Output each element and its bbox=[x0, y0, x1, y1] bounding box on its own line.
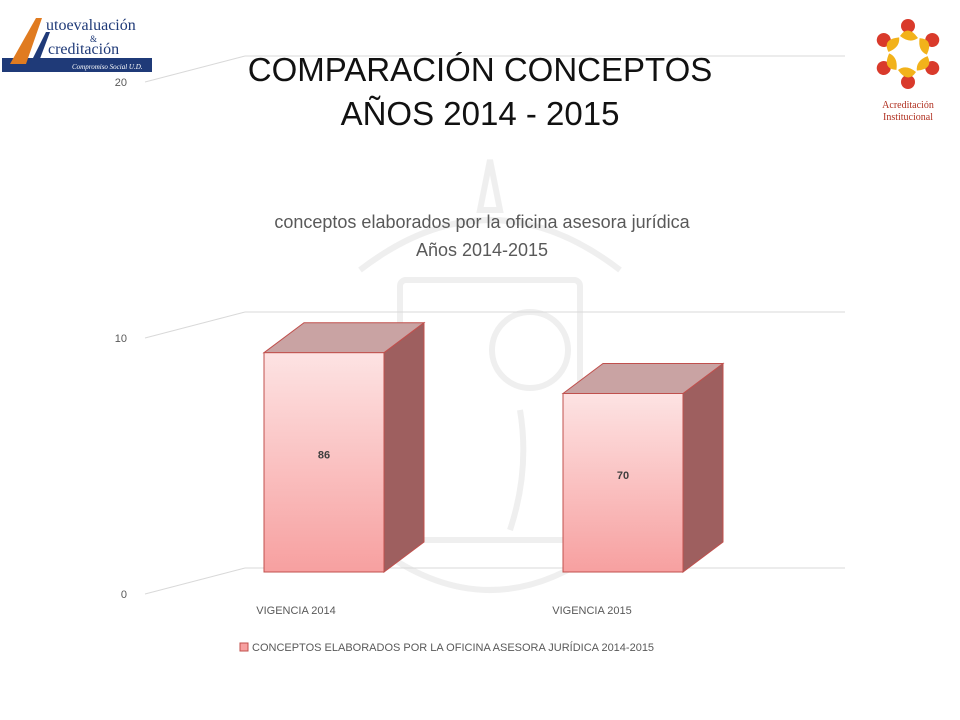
svg-text:Institucional: Institucional bbox=[883, 112, 933, 123]
x-axis-categories: VIGENCIA 2014 VIGENCIA 2015 bbox=[256, 605, 632, 617]
y-tick-label: 20 bbox=[115, 77, 127, 89]
gridline-floor bbox=[144, 311, 246, 339]
legend-swatch bbox=[239, 642, 249, 652]
bar-side bbox=[383, 321, 425, 573]
svg-text:Compromiso Social U.D.: Compromiso Social U.D. bbox=[72, 63, 143, 71]
bar-side bbox=[682, 362, 724, 573]
bars: 86 70 bbox=[262, 321, 725, 573]
slide-title: COMPARACIÓN CONCEPTOS AÑOS 2014 - 2015 bbox=[180, 48, 780, 136]
gridline-floor bbox=[144, 567, 246, 595]
y-tick-label: 0 bbox=[121, 589, 127, 601]
svg-text:Acreditación: Acreditación bbox=[882, 100, 934, 111]
x-category-label: VIGENCIA 2014 bbox=[256, 605, 336, 617]
slide-title-line1: COMPARACIÓN CONCEPTOS bbox=[247, 51, 713, 88]
bar bbox=[263, 352, 385, 573]
autoevaluacion-logo: utoevaluación & creditación Compromiso S… bbox=[2, 12, 152, 72]
y-tick-label: 10 bbox=[115, 333, 127, 345]
y-axis-ticks: 0102030405060708090 bbox=[115, 77, 127, 601]
chart-subtitle: Años 2014-2015 bbox=[416, 240, 548, 260]
svg-text:utoevaluación: utoevaluación bbox=[46, 17, 136, 34]
gridline-floor bbox=[144, 55, 246, 83]
legend-label: CONCEPTOS ELABORADOS POR LA OFICINA ASES… bbox=[252, 641, 654, 654]
svg-text:&: & bbox=[90, 34, 97, 44]
acreditacion-institucional-logo: Acreditación Institucional bbox=[858, 10, 958, 124]
data-label: 70 bbox=[617, 470, 629, 482]
chart-title: conceptos elaborados por la oficina ases… bbox=[274, 212, 690, 232]
slide-title-line2: AÑOS 2014 - 2015 bbox=[340, 95, 620, 132]
data-label: 86 bbox=[318, 449, 330, 461]
gridlines bbox=[144, 55, 845, 595]
svg-text:creditación: creditación bbox=[48, 41, 119, 58]
bar bbox=[562, 393, 684, 573]
x-category-label: VIGENCIA 2015 bbox=[552, 605, 632, 617]
legend: CONCEPTOS ELABORADOS POR LA OFICINA ASES… bbox=[239, 641, 654, 654]
